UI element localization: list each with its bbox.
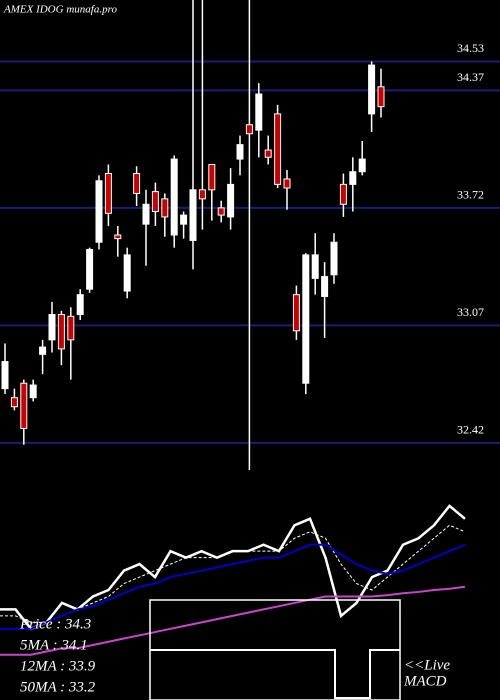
chart-title: AMEX IDOG munafa.pro xyxy=(3,4,117,16)
candle-body xyxy=(67,315,75,341)
candle-body xyxy=(151,191,159,213)
legend-label: 50MA : 33.2 xyxy=(20,679,96,695)
y-tick-label: 33.07 xyxy=(457,305,484,319)
candle-body xyxy=(339,183,347,205)
candle-body xyxy=(255,93,263,131)
candle-body xyxy=(189,189,197,241)
candle-body xyxy=(10,397,18,408)
candle-body xyxy=(95,180,103,243)
candle-body xyxy=(198,189,206,200)
candle-body xyxy=(217,207,225,216)
candle-body xyxy=(377,86,385,108)
candle-body xyxy=(29,384,37,399)
candle-body xyxy=(292,294,300,332)
y-tick-label: 33.72 xyxy=(457,188,484,202)
y-tick-label: 34.37 xyxy=(457,70,484,84)
y-tick-label: 34.53 xyxy=(457,41,484,55)
candle-body xyxy=(330,241,338,276)
macd-label: <<Live xyxy=(404,657,450,673)
candle-body xyxy=(368,64,376,115)
candle-body xyxy=(302,254,310,384)
indicator-line xyxy=(0,585,466,656)
candle-body xyxy=(57,314,65,350)
candle-body xyxy=(104,173,112,214)
candle-body xyxy=(114,234,122,240)
candle-body xyxy=(236,144,244,160)
candle-body xyxy=(133,173,141,194)
candle-body xyxy=(349,171,357,185)
candle-body xyxy=(274,113,282,185)
legend-label: 5MA : 34.1 xyxy=(20,637,88,653)
candle-body xyxy=(227,183,235,218)
candle-body xyxy=(161,198,169,218)
candle-body xyxy=(39,346,47,355)
candle-body xyxy=(76,294,84,316)
y-tick-label: 32.42 xyxy=(457,423,484,437)
indicator-line xyxy=(0,543,466,630)
candle-body xyxy=(208,164,216,191)
candle-body xyxy=(358,158,366,173)
candle-body xyxy=(123,254,131,292)
candle-body xyxy=(20,382,28,429)
candle-body xyxy=(311,254,319,279)
macd-line xyxy=(150,649,400,699)
legend-label: Price : 34.3 xyxy=(19,616,91,632)
macd-label: MACD xyxy=(403,673,447,689)
candle-body xyxy=(245,124,253,135)
candle-body xyxy=(142,203,150,225)
candle-body xyxy=(170,158,178,236)
candle-body xyxy=(264,149,272,158)
candle-body xyxy=(86,248,94,290)
candle-body xyxy=(283,178,291,189)
candle-body xyxy=(48,314,56,341)
candle-body xyxy=(1,361,9,390)
candle-body xyxy=(180,214,188,225)
legend-label: 12MA : 33.9 xyxy=(20,658,96,674)
candle-body xyxy=(321,276,329,297)
